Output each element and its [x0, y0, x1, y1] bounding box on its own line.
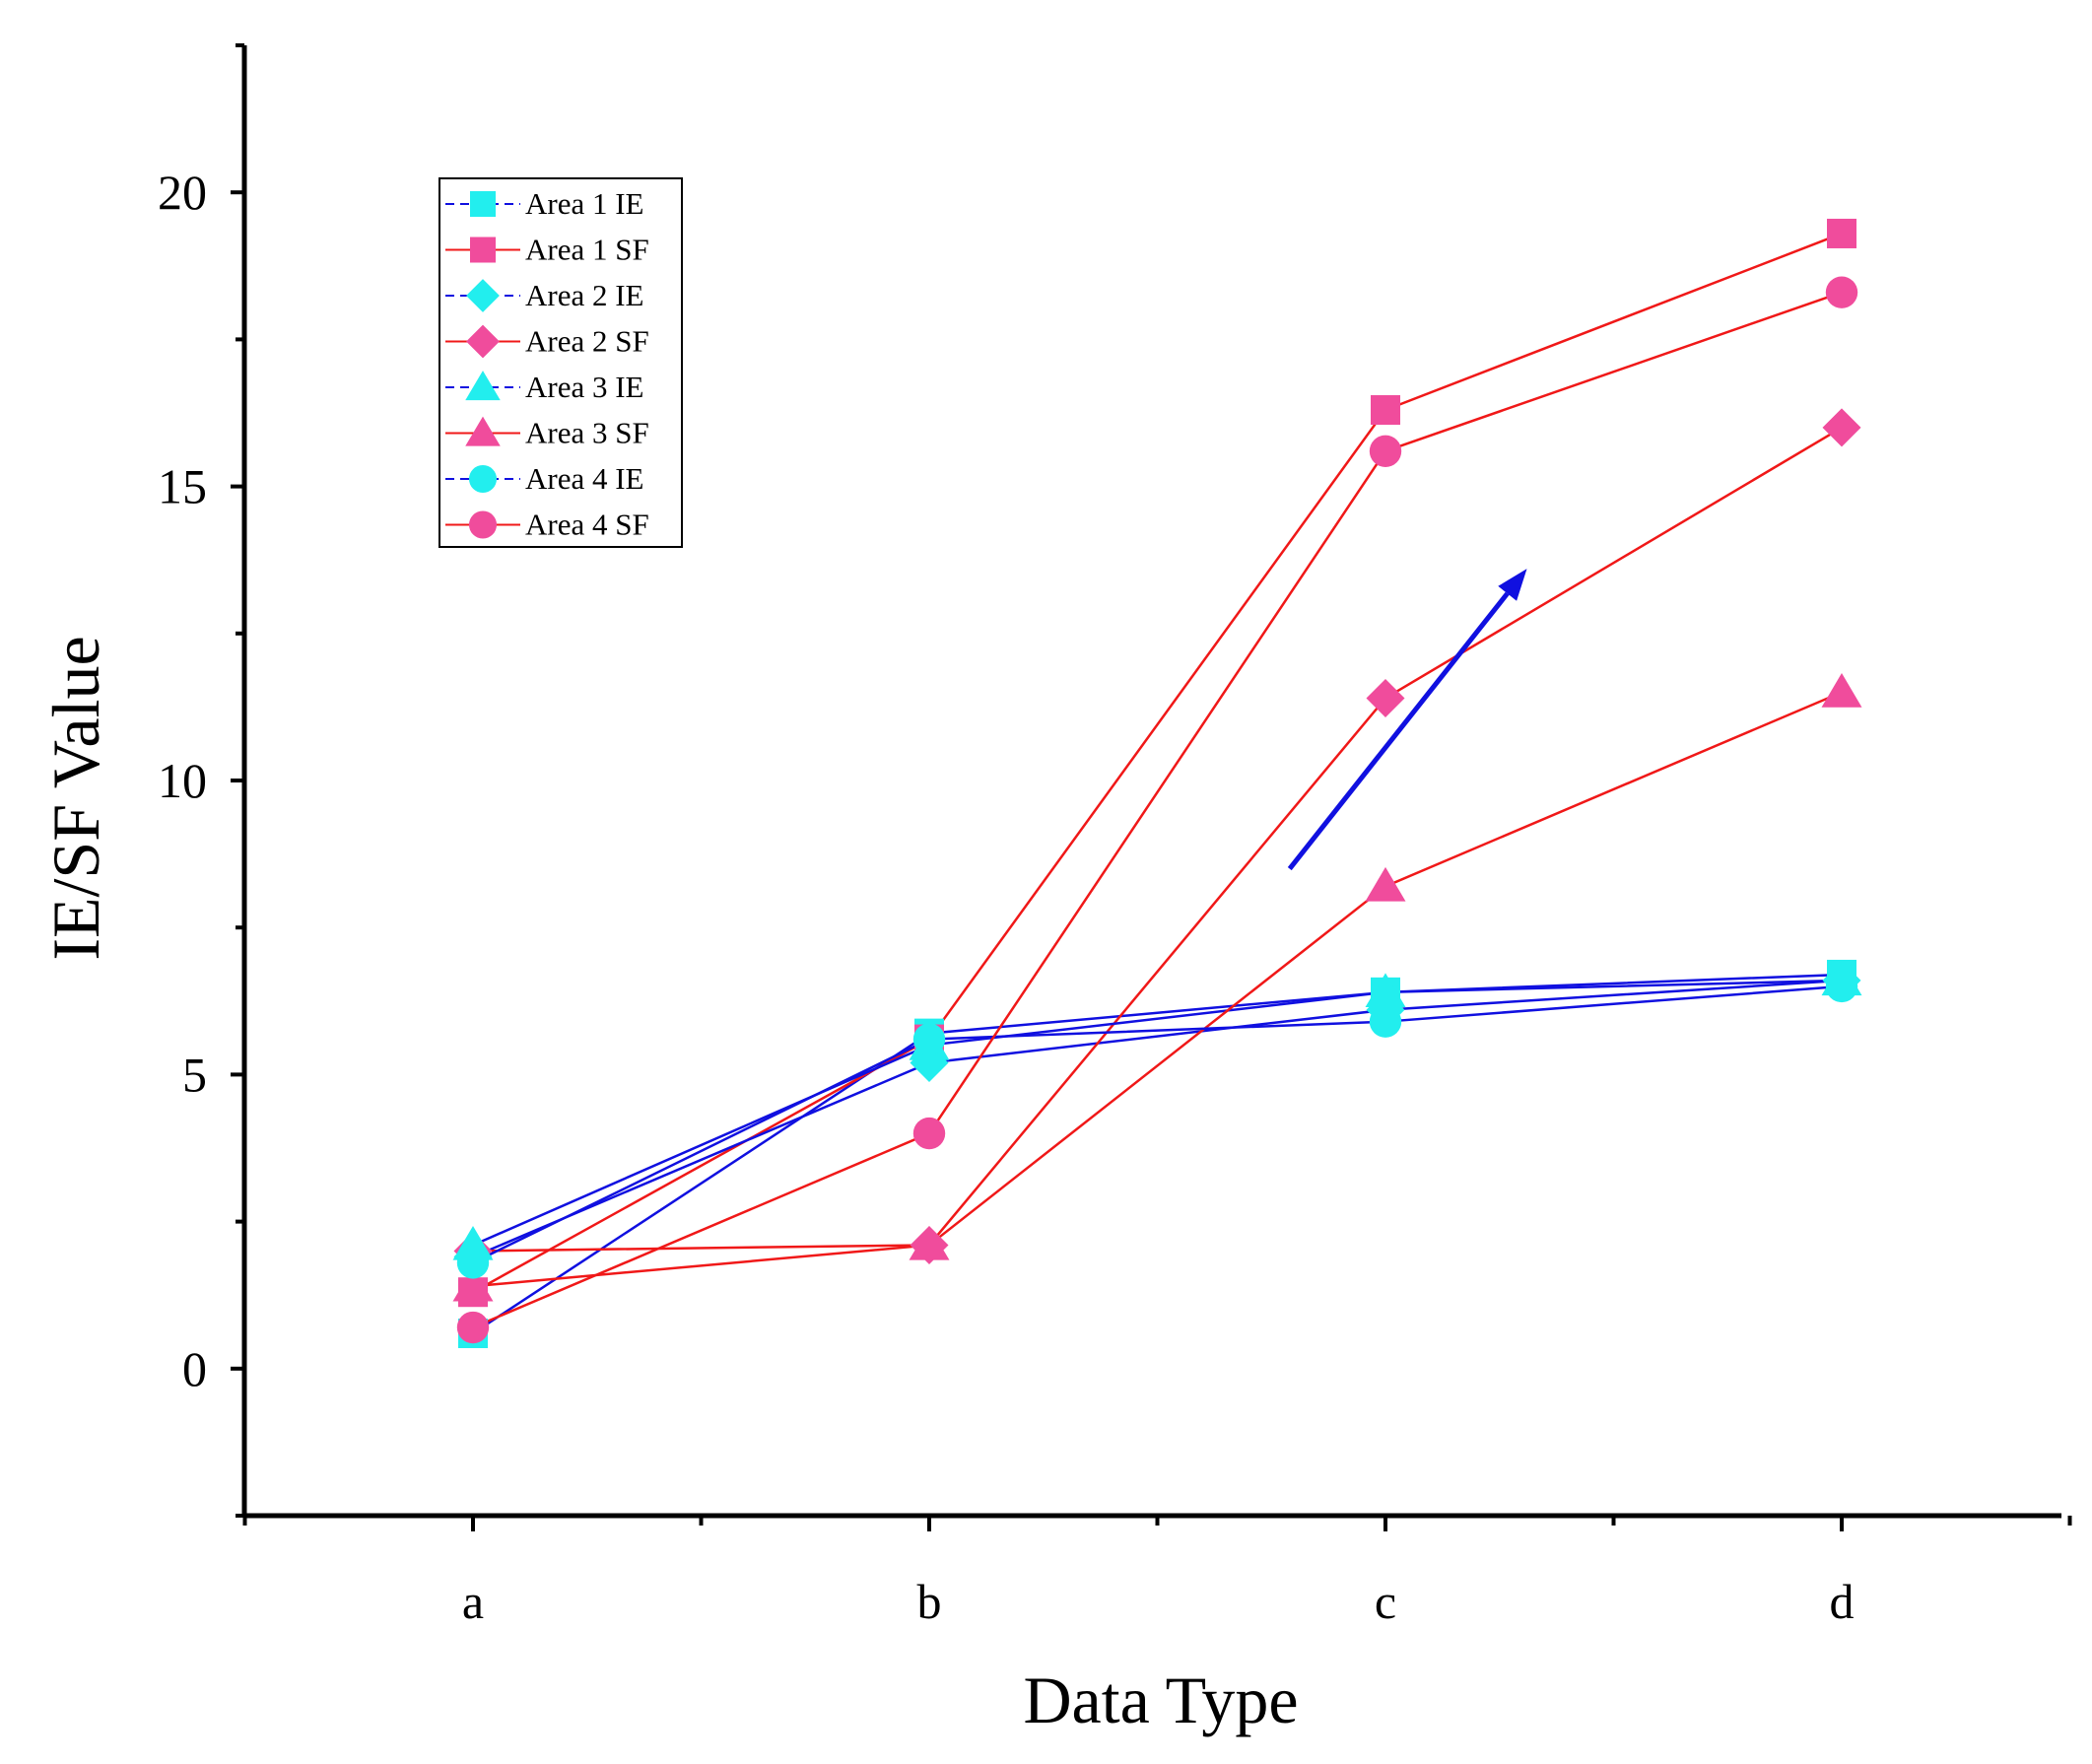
- legend-label: Area 3 SF: [525, 416, 649, 450]
- legend-marker: [465, 371, 501, 401]
- y-tick-label: 5: [182, 1047, 207, 1102]
- x-tick-label: d: [1830, 1574, 1855, 1629]
- data-point: [1369, 1005, 1402, 1038]
- series-line-3: [472, 979, 1843, 1258]
- legend: Area 1 IE Area 1 SF Area 2 IE Area 2 SF Area…: [439, 177, 683, 548]
- series-line-7: [472, 984, 1843, 1264]
- legend-label: Area 3 IE: [525, 370, 644, 404]
- legend-marker: [470, 191, 496, 217]
- legend-marker: [468, 510, 498, 539]
- series-line-5: [472, 979, 1843, 1247]
- y-tick-label: 15: [158, 459, 207, 514]
- legend-marker: [465, 416, 501, 446]
- legend-marker: [466, 324, 500, 359]
- data-point: [1827, 218, 1856, 248]
- series-markers: [452, 218, 1862, 1348]
- annotations: [1287, 569, 1527, 871]
- data-point: [1825, 276, 1858, 308]
- data-point: [912, 1023, 946, 1055]
- y-tick-label: 20: [158, 165, 207, 220]
- y-tick-label: 10: [158, 753, 207, 808]
- trend-arrow-shaft: [1287, 591, 1510, 871]
- x-tick-label: a: [462, 1574, 484, 1629]
- data-point: [1369, 435, 1402, 467]
- series-lines: [472, 232, 1843, 1335]
- legend-marker: [470, 237, 496, 263]
- data-point: [1825, 970, 1858, 1003]
- legend-marker: [468, 464, 498, 494]
- data-point: [1371, 395, 1400, 426]
- series-line-1: [472, 973, 1843, 1335]
- legend-label: Area 2 SF: [525, 324, 649, 359]
- data-point: [452, 1266, 494, 1302]
- data-point: [456, 1247, 490, 1279]
- legend-label: Area 1 SF: [525, 233, 649, 267]
- axes: 0 5 10 15 20 a b c d: [158, 43, 2072, 1629]
- data-point: [1821, 672, 1862, 708]
- x-tick-label: b: [917, 1574, 942, 1629]
- data-point: [909, 1225, 950, 1260]
- x-axis-title: Data Type: [1023, 1662, 1298, 1737]
- x-tick-label: c: [1375, 1574, 1396, 1629]
- y-tick-label: 0: [182, 1341, 207, 1396]
- data-point: [1365, 973, 1406, 1008]
- data-point: [1365, 866, 1406, 902]
- legend-label: Area 4 SF: [525, 508, 649, 542]
- legend-label: Area 2 IE: [525, 278, 644, 312]
- legend-label: Area 4 IE: [525, 461, 644, 496]
- series-line-8: [472, 291, 1843, 1329]
- legend-marker: [466, 279, 500, 312]
- series-line-2: [472, 232, 1843, 1294]
- legend-label: Area 1 IE: [525, 186, 644, 221]
- y-axis-title: IE/SF Value: [38, 636, 113, 960]
- series-line-4: [472, 426, 1843, 1253]
- data-point: [456, 1311, 490, 1344]
- data-point: [1366, 678, 1405, 717]
- data-point: [1822, 408, 1861, 447]
- data-point: [912, 1117, 946, 1150]
- trend-arrow-head: [1498, 569, 1527, 601]
- series-line-6: [472, 691, 1843, 1288]
